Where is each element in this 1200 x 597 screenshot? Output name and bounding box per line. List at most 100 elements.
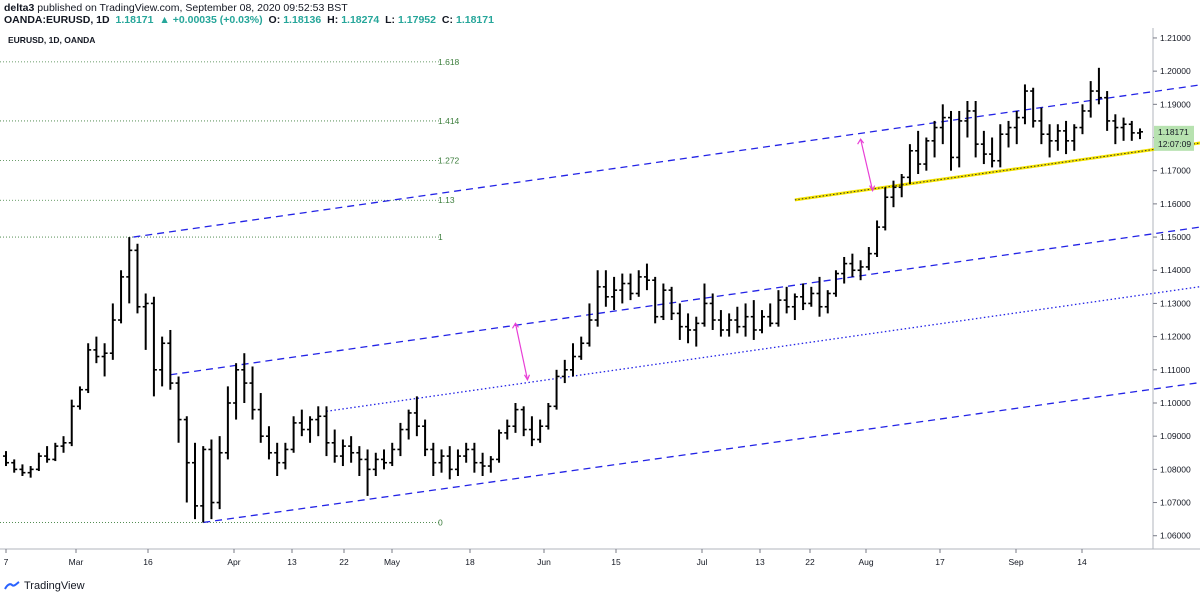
ohlc-bar [44,446,51,463]
close-label: C: [441,14,453,26]
ohlc-bar [586,303,593,347]
ohlc-bar [832,270,839,297]
price-tick-label: 1.19000 [1160,99,1191,109]
ohlc-bar [717,310,724,337]
author-name[interactable]: delta3 [4,2,35,14]
fib-level-label: 0 [438,517,443,527]
fib-level-label: 1.272 [438,155,460,165]
tradingview-brand[interactable]: TradingView [24,580,85,592]
ohlc-bar [791,293,798,321]
ohlc-bar [315,406,322,437]
channel-lines [133,84,1200,524]
plot-area [0,28,1153,549]
ohlc-bar [159,336,166,387]
ohlc-bar [101,343,108,377]
ohlc-bar [997,124,1004,168]
ohlc-bar [274,442,281,476]
last-price-box: 1.18171 12:07:09 [1154,125,1194,151]
ohlc-bar [27,466,34,478]
ohlc-bar [438,449,445,473]
ohlc-bar [701,283,708,327]
ohlc-bar [520,406,527,437]
arrow-head-bottom [869,185,876,192]
ohlc-bar [126,237,133,304]
channel-line [133,84,1200,238]
ohlc-bar [652,276,659,324]
time-axis[interactable]: 7 Mar 16 Apr 13 22 May 18 Jun 15 Jul 13 22 Aug 17 Sep 14 [4,549,1087,567]
price-tick-label: 1.21000 [1160,33,1191,43]
low-label: L: [385,14,396,26]
ohlc-bar [183,416,190,503]
ohlc-bar [68,399,75,447]
ohlc-bar [208,439,215,520]
ohlc-bar [635,270,642,297]
ohlc-bar [898,174,905,198]
ohlc-bar [463,442,470,463]
time-tick-label: Aug [858,557,873,567]
ohlc-bar [857,260,864,281]
ohlc-bar [19,464,26,476]
time-tick-label: 15 [611,557,621,567]
ohlc-legend: OANDA:EURUSD, 1D 1.18171 ▲ +0.00035 (+0.… [4,14,497,26]
price-tick-label: 1.16000 [1160,199,1191,209]
time-tick-label: Jun [537,557,551,567]
ohlc-bar [372,452,379,476]
ohlc-bar [643,263,650,291]
support-line [794,142,1200,201]
ohlc-bar [865,247,872,271]
ohlc-bar [767,303,774,327]
ohlc-bar [60,436,67,453]
ohlc-bar [389,442,396,467]
ohlc-bar [759,310,765,334]
ohlc-bar [339,439,346,467]
ohlc-bar [76,386,83,410]
ohlc-bar [668,286,675,321]
ohlc-bar [282,442,289,470]
ohlc-bar [3,451,9,467]
ohlc-bar [972,101,979,158]
ohlc-bar [241,353,248,403]
bar-countdown: 12:07:09 [1158,139,1191,149]
open-label: O: [268,14,281,26]
ohlc-bar [685,313,692,344]
price-tick-label: 1.11000 [1160,365,1190,375]
ohlc-bar [824,290,831,314]
ohlc-bar [1071,124,1078,151]
ohlc-bar [570,343,576,377]
ohlc-bar [93,336,100,364]
ohlc-bar [1087,81,1094,118]
time-tick-label: May [384,557,401,567]
time-tick-label: Mar [69,557,84,567]
price-tick-label: 1.06000 [1160,531,1191,541]
ohlc-bar [1005,120,1012,148]
fib-level-label: 1.13 [438,195,455,205]
high-value: 1.18274 [341,14,380,26]
ohlc-bar [1079,104,1086,135]
open-value: 1.18136 [283,14,322,26]
time-tick-label: Sep [1008,557,1023,567]
fib-levels: 1.618 1.414 1.272 1.13 1 0 [0,57,460,527]
ohlc-bar [775,290,782,327]
ohlc-bar [750,300,757,340]
ohlc-bar [693,316,700,347]
arrow-head-top [511,322,519,329]
ohlc-bar [134,243,141,314]
ohlc-bar [676,303,683,340]
ohlc-bar [381,449,387,470]
price-axis[interactable]: 1.210001.200001.190001.180001.170001.160… [1153,33,1191,541]
fib-level-label: 1 [438,232,443,242]
ohlc-bar [109,303,116,360]
fib-level-label: 1.618 [438,57,460,67]
price-tick-label: 1.17000 [1160,166,1191,176]
ohlc-bar [1137,128,1143,140]
ohlc-bar [1063,120,1070,155]
ohlc-bar [142,293,149,350]
price-tick-label: 1.12000 [1160,332,1191,342]
ohlc-bar [224,386,231,460]
ohlc-bar [619,273,626,304]
ohlc-bar [783,286,790,314]
ohlc-bar [800,283,807,311]
ohlc-bar [1104,91,1111,131]
ohlc-bar [915,130,922,175]
